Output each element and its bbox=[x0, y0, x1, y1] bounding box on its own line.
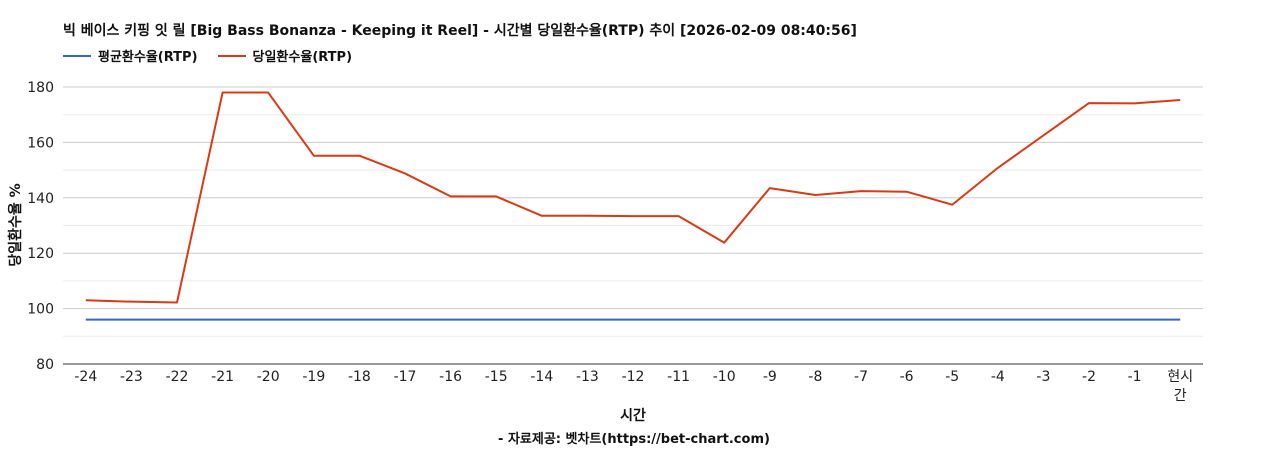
legend-label-avg-rtp: 평균환수율(RTP) bbox=[98, 50, 198, 65]
x-tick-label: -2 bbox=[1082, 369, 1096, 385]
x-tick-label: -18 bbox=[348, 369, 371, 385]
x-axis-title: 시간 bbox=[620, 407, 646, 424]
data-source-credit: - 자료제공: 벳차트(https://bet-chart.com) bbox=[498, 432, 770, 447]
daily-rtp-line[interactable] bbox=[85, 91, 1181, 304]
y-tick-label: 180 bbox=[27, 80, 54, 96]
x-tick-label: -8 bbox=[808, 369, 822, 385]
x-tick-label: -15 bbox=[485, 369, 508, 385]
x-tick-label: -17 bbox=[394, 369, 417, 385]
series-lines bbox=[85, 91, 1181, 321]
y-tick-label: 140 bbox=[27, 191, 54, 207]
legend-swatch-daily-rtp bbox=[217, 54, 246, 57]
y-tick-label: 80 bbox=[36, 357, 54, 373]
legend-label-daily-rtp: 당일환수율(RTP) bbox=[252, 50, 353, 65]
x-tick-label: -23 bbox=[120, 369, 143, 385]
x-axis-ticks: -24 -23 -22 -21 -20 -19 -18 -17 -16 -15 -14 -13 -12 -… bbox=[74, 369, 1193, 404]
y-tick-label: 120 bbox=[27, 246, 54, 262]
legend-item-daily-rtp[interactable]: 당일환수율(RTP) bbox=[217, 46, 353, 65]
y-axis-title: 당일환수율 % bbox=[7, 183, 24, 266]
x-tick-label: -13 bbox=[576, 369, 599, 385]
y-axis-ticks: 80 100 120 140 160 180 bbox=[27, 80, 54, 373]
x-tick-label: -19 bbox=[302, 369, 325, 385]
x-tick-label: -22 bbox=[166, 369, 189, 385]
chart-title: 빅 베이스 키핑 잇 릴 [Big Bass Bonanza - Keeping… bbox=[63, 23, 857, 39]
x-tick-label: -5 bbox=[945, 369, 959, 385]
x-tick-label: -6 bbox=[900, 369, 914, 385]
legend-swatch-avg-rtp bbox=[63, 54, 91, 57]
y-tick-label: 100 bbox=[27, 302, 54, 318]
x-tick-label: -7 bbox=[854, 369, 868, 385]
x-tick-label: -14 bbox=[530, 369, 553, 385]
legend: 평균환수율(RTP) 당일환수율(RTP) bbox=[63, 46, 352, 65]
x-tick-label: -16 bbox=[439, 369, 462, 385]
x-tick-label: -20 bbox=[257, 369, 280, 385]
x-tick-label: -24 bbox=[74, 369, 97, 385]
x-tick-label: -12 bbox=[622, 369, 645, 385]
legend-item-avg-rtp[interactable]: 평균환수율(RTP) bbox=[63, 46, 198, 65]
x-tick-label: -4 bbox=[991, 369, 1005, 385]
x-tick-label: -1 bbox=[1128, 369, 1142, 385]
x-tick-label: 현시 간 bbox=[1167, 369, 1193, 404]
y-tick-label: 160 bbox=[27, 135, 54, 151]
x-tick-label: -10 bbox=[713, 369, 736, 385]
gridlines bbox=[63, 86, 1203, 365]
x-tick-label: -21 bbox=[211, 369, 234, 385]
x-tick-label: -3 bbox=[1036, 369, 1050, 385]
x-tick-label: -9 bbox=[763, 369, 777, 385]
x-tick-label: -11 bbox=[667, 369, 690, 385]
